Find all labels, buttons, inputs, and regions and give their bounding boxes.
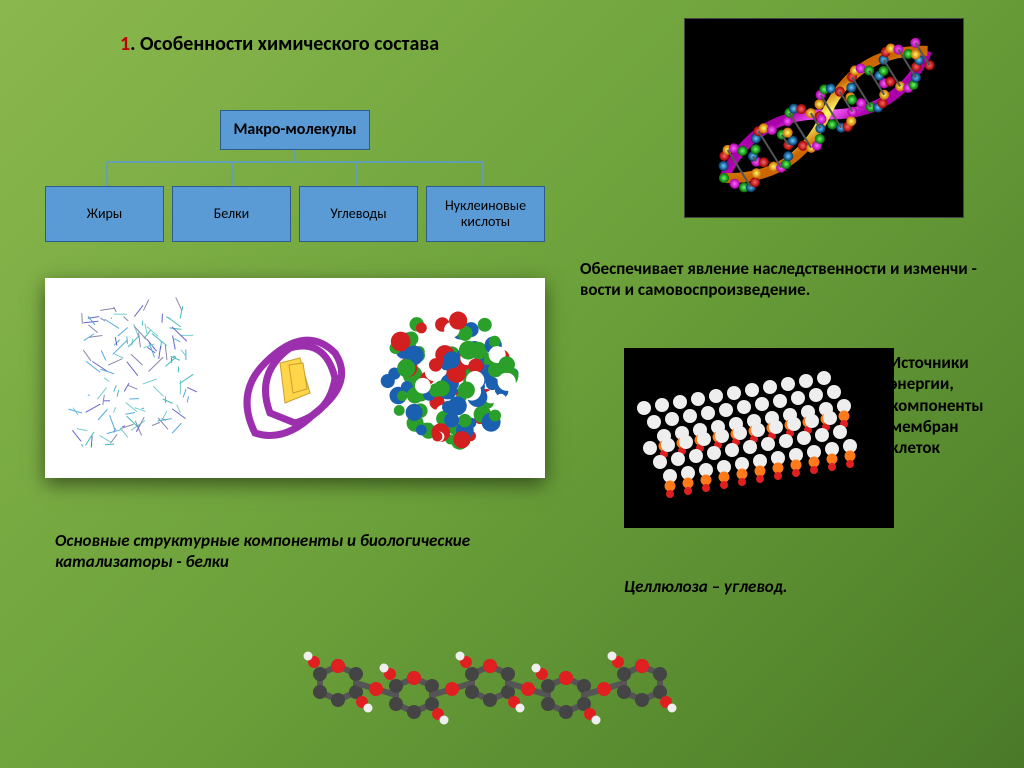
cellulose-image: (function(){ const g=document.currentScr…	[290, 620, 710, 750]
title-number: 1	[120, 32, 130, 56]
hierarchy-child-carbs: Углеводы	[299, 186, 418, 242]
hierarchy-child-nucleic: Нуклеиновые кислоты	[426, 186, 545, 242]
protein-surface-icon	[372, 293, 532, 463]
hierarchy-children: Жиры Белки Углеводы Нуклеиновые кислоты	[45, 186, 545, 242]
title-text: . Особенности химического состава	[130, 32, 439, 56]
slide-title: 1. Особенности химического состава	[120, 32, 439, 56]
hierarchy-root: Макро-молекулы	[220, 110, 370, 150]
lipid-bilayer-image: (function(){ const g=document.currentScr…	[624, 348, 894, 528]
hierarchy-connectors	[45, 150, 545, 186]
caption-cellulose: Целлюлоза – углевод.	[624, 576, 924, 597]
protein-image-panel: (function(){ // wire const wire=document…	[45, 278, 545, 478]
macromolecule-hierarchy: Макро-молекулы Жиры Белки Углеводы Нукле…	[45, 110, 545, 242]
dna-image: (function(){ const g = document.currentS…	[684, 18, 964, 218]
protein-wire-icon	[58, 293, 208, 463]
caption-heredity: Обеспечивает явление наследственности и …	[580, 258, 1000, 301]
hierarchy-child-proteins: Белки	[172, 186, 291, 242]
protein-ribbon-icon	[215, 293, 365, 463]
caption-proteins: Основные структурные компоненты и биолог…	[55, 530, 475, 573]
hierarchy-child-fats: Жиры	[45, 186, 164, 242]
caption-energy: Источники энергии, компоненты мембран кл…	[890, 352, 1010, 458]
